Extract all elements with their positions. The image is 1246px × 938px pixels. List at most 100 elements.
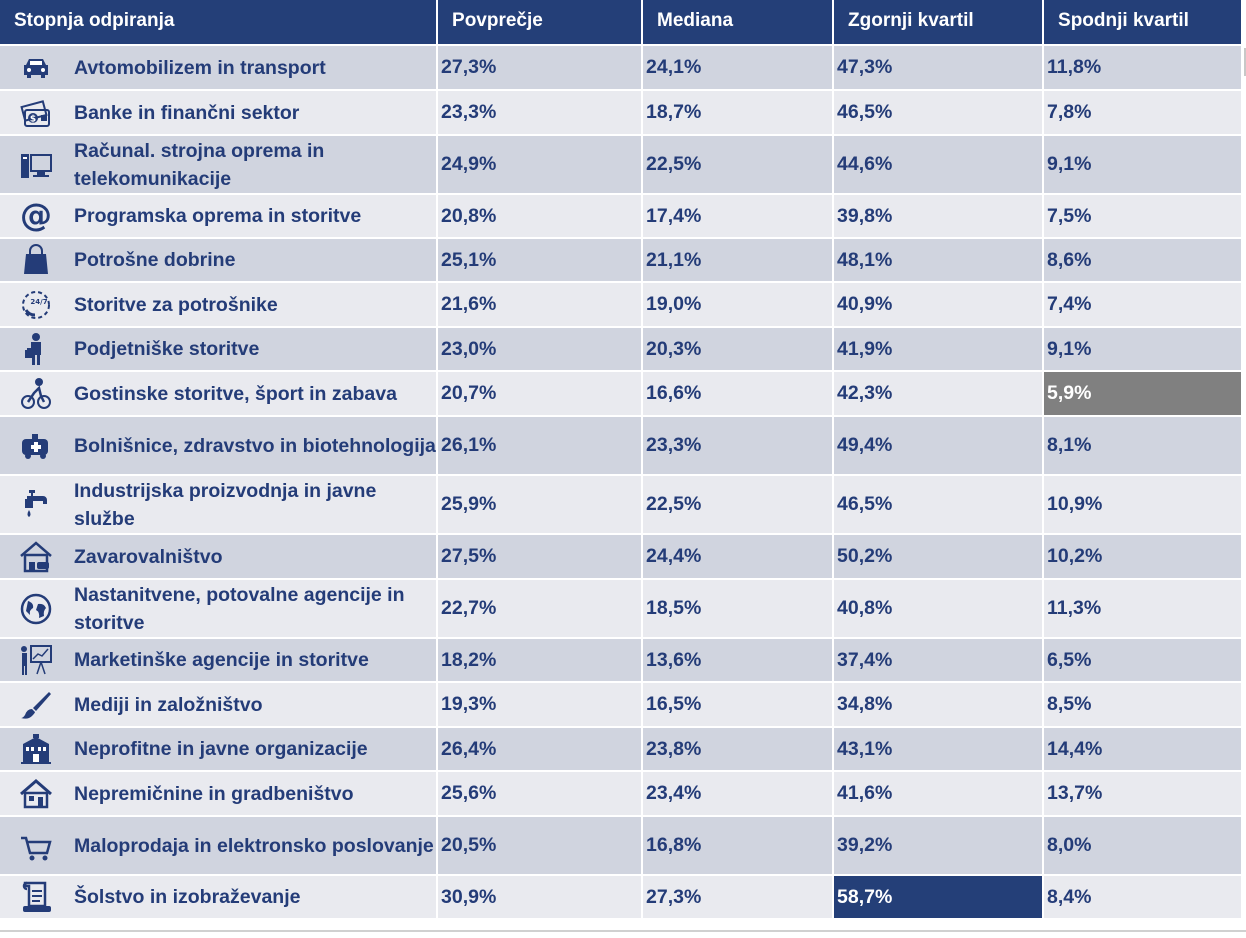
sector-name: Marketinške agencije in storitve: [72, 639, 439, 683]
lower-quartile-value: 11,3%: [1044, 580, 1244, 639]
table-header-row: Stopnja odpiranja Povprečje Mediana Zgor…: [0, 0, 1244, 46]
average-value: 20,8%: [438, 195, 644, 239]
sector-name: Neprofitne in javne organizacije: [72, 728, 439, 772]
globe-icon: [19, 592, 53, 626]
upper-quartile-value: 48,1%: [834, 239, 1045, 283]
lower-quartile-value: 7,5%: [1044, 195, 1244, 239]
sector-name: Avtomobilizem in transport: [72, 46, 439, 91]
upper-quartile-value: 42,3%: [834, 372, 1045, 417]
median-value: 23,8%: [643, 728, 835, 772]
house-icon: [19, 777, 53, 811]
sector-name: Industrijska proizvodnja in javne službe: [72, 476, 439, 535]
upper-quartile-value: 49,4%: [834, 417, 1045, 476]
sector-name: Računal. strojna oprema in telekomunikac…: [72, 136, 439, 195]
sector-icon-cell: [0, 417, 72, 476]
sector-name: Gostinske storitve, šport in zabava: [72, 372, 439, 417]
sector-name: Mediji in založništvo: [72, 683, 439, 728]
lower-quartile-value: 10,2%: [1044, 535, 1244, 580]
sector-name: Maloprodaja in elektronsko poslovanje: [72, 817, 439, 876]
table-row: Nastanitvene, potovalne agencije in stor…: [0, 580, 1244, 639]
lower-quartile-value: 8,5%: [1044, 683, 1244, 728]
sector-icon-cell: [0, 372, 72, 417]
shopping-bag-icon: [19, 243, 53, 277]
average-value: 27,5%: [438, 535, 644, 580]
lower-quartile-value: 9,1%: [1044, 136, 1244, 195]
average-value: 25,9%: [438, 476, 644, 535]
median-value: 24,4%: [643, 535, 835, 580]
sector-name: Nastanitvene, potovalne agencije in stor…: [72, 580, 439, 639]
upper-quartile-value: 34,8%: [834, 683, 1045, 728]
table-row: Avtomobilizem in transport 27,3% 24,1% 47,3…: [0, 46, 1244, 91]
lower-quartile-value: 7,8%: [1044, 91, 1244, 136]
average-value: 25,6%: [438, 772, 644, 817]
median-value: 16,6%: [643, 372, 835, 417]
lower-quartile-value: 10,9%: [1044, 476, 1244, 535]
upper-quartile-value: 40,9%: [834, 283, 1045, 328]
sector-icon-cell: [0, 817, 72, 876]
sector-icon-cell: [0, 772, 72, 817]
table-row: Mediji in založništvo 19,3% 16,5% 34,8% 8,5%: [0, 683, 1244, 728]
upper-quartile-value: 41,6%: [834, 772, 1045, 817]
average-value: 26,1%: [438, 417, 644, 476]
sector-name: Storitve za potrošnike: [72, 283, 439, 328]
median-value: 20,3%: [643, 328, 835, 372]
median-value: 13,6%: [643, 639, 835, 683]
table-row: Gostinske storitve, šport in zabava 20,7%…: [0, 372, 1244, 417]
paintbrush-icon: [19, 688, 53, 722]
sector-icon-cell: [0, 876, 72, 920]
header-median: Mediana: [643, 0, 835, 46]
lower-quartile-value: 14,4%: [1044, 728, 1244, 772]
median-value: 23,4%: [643, 772, 835, 817]
median-value: 27,3%: [643, 876, 835, 920]
businessman-icon: [19, 332, 53, 366]
table-row: Maloprodaja in elektronsko poslovanje 20,…: [0, 817, 1244, 876]
sector-icon-cell: [0, 239, 72, 283]
faucet-icon: [19, 488, 53, 522]
average-value: 25,1%: [438, 239, 644, 283]
table-row: Zavarovalništvo 27,5% 24,4% 50,2% 10,2%: [0, 535, 1244, 580]
lower-quartile-value: 8,0%: [1044, 817, 1244, 876]
sector-name: Bolnišnice, zdravstvo in biotehnologija: [72, 417, 439, 476]
svg-text:24/7: 24/7: [30, 298, 47, 306]
average-value: 23,3%: [438, 91, 644, 136]
median-value: 16,8%: [643, 817, 835, 876]
sector-name: Banke in finančni sektor: [72, 91, 439, 136]
table-row: $ Banke in finančni sektor 23,3% 18,7% 46,5%…: [0, 91, 1244, 136]
sector-icon-cell: [0, 580, 72, 639]
upper-quartile-value: 37,4%: [834, 639, 1045, 683]
sector-name: Podjetniške storitve: [72, 328, 439, 372]
svg-text:$: $: [30, 114, 36, 124]
table-row: Neprofitne in javne organizacije 26,4% 23,…: [0, 728, 1244, 772]
median-value: 22,5%: [643, 476, 835, 535]
median-value: 18,7%: [643, 91, 835, 136]
money-icon: $: [19, 96, 53, 130]
median-value: 19,0%: [643, 283, 835, 328]
sector-name: Programska oprema in storitve: [72, 195, 439, 239]
average-value: 18,2%: [438, 639, 644, 683]
right-edge-line: [1244, 48, 1246, 76]
open-rate-table: Stopnja odpiranja Povprečje Mediana Zgor…: [0, 0, 1244, 920]
header-upper-quartile: Zgornji kvartil: [834, 0, 1045, 46]
upper-quartile-value: 43,1%: [834, 728, 1045, 772]
table-row: Nepremičnine in gradbeništvo 25,6% 23,4% 41…: [0, 772, 1244, 817]
header-average: Povprečje: [438, 0, 644, 46]
car-icon: [19, 51, 53, 85]
lower-quartile-value: 9,1%: [1044, 328, 1244, 372]
lower-quartile-value: 5,9%: [1044, 372, 1244, 417]
median-value: 24,1%: [643, 46, 835, 91]
average-value: 22,7%: [438, 580, 644, 639]
lower-quartile-value: 8,4%: [1044, 876, 1244, 920]
average-value: 20,7%: [438, 372, 644, 417]
support-24-7-icon: 24/7: [19, 288, 53, 322]
upper-quartile-value: 39,2%: [834, 817, 1045, 876]
lower-quartile-value: 8,6%: [1044, 239, 1244, 283]
house-car-icon: [19, 540, 53, 574]
median-value: 17,4%: [643, 195, 835, 239]
upper-quartile-value: 58,7%: [834, 876, 1045, 920]
median-value: 18,5%: [643, 580, 835, 639]
table-row: Šolstvo in izobraževanje 30,9% 27,3% 58,7% 8…: [0, 876, 1244, 920]
sector-icon-cell: [0, 46, 72, 91]
sector-icon-cell: [0, 683, 72, 728]
ambulance-icon: [19, 429, 53, 463]
average-value: 21,6%: [438, 283, 644, 328]
